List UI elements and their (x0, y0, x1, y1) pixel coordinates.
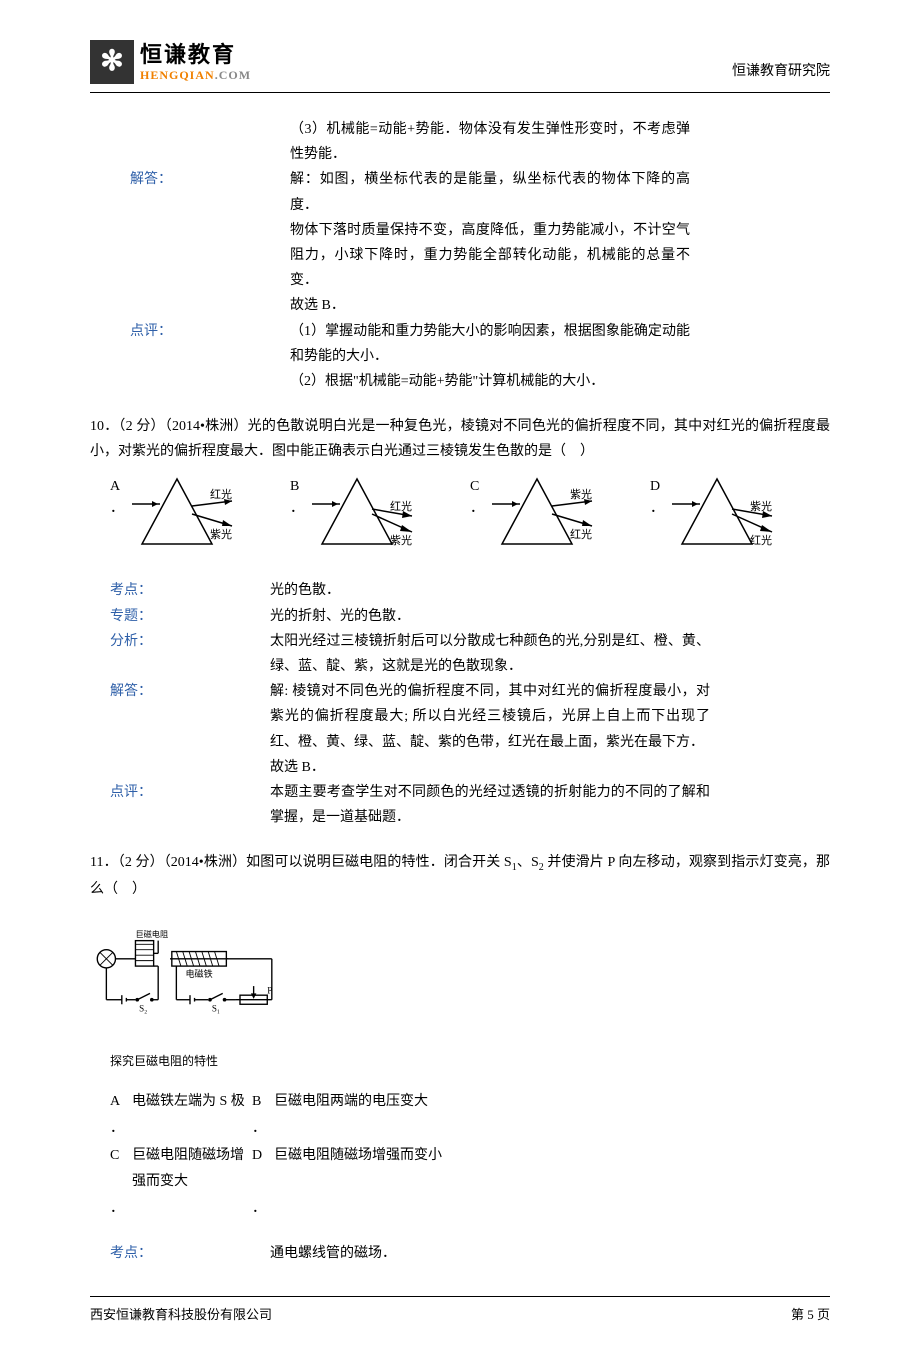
svg-text:红光: 红光 (750, 533, 772, 547)
circuit-caption: 探究巨磁电阻的特性 (110, 1051, 830, 1073)
q10-option-a: A ． 红光 紫光 (110, 474, 270, 554)
q10-option-b: B ． 红光 紫光 (290, 474, 450, 554)
prism-c-icon: 紫光 红光 (492, 474, 602, 554)
q10-label-answer: 解答： (110, 679, 230, 780)
q10-label-comment: 点评： (110, 780, 230, 830)
svg-text:巨磁电阻: 巨磁电阻 (135, 929, 168, 939)
prism-a-icon: 红光 紫光 (132, 474, 242, 554)
svg-text:红光: 红光 (390, 499, 412, 513)
q10-option-c: C ． 紫光 红光 (470, 474, 630, 554)
circuit-diagram-icon: 巨磁电阻 S₂ 电磁铁 S₁ P (90, 922, 290, 1032)
q9-label-answer: 解答： (130, 167, 250, 318)
q9-analysis: （3）机械能=动能+势能．物体没有发生弹性形变时，不考虑弹性势能． 解答： 解：… (130, 117, 690, 394)
q10-label-analysis: 分析： (110, 629, 230, 679)
q9-answer: 解：如图，横坐标代表的是能量，纵坐标代表的物体下降的高度． 物体下落时质量保持不… (290, 167, 690, 318)
q11-options: A 电磁铁左端为 S 极 B 巨磁电阻两端的电压变大 ． ． C 巨磁电阻随磁场… (110, 1089, 670, 1221)
q10-analysis: 考点： 光的色散． 专题： 光的折射、光的色散． 分析： 太阳光经过三棱镜折射后… (110, 578, 710, 830)
svg-text:电磁铁: 电磁铁 (185, 968, 212, 979)
svg-text:红光: 红光 (570, 527, 592, 541)
q10-label-topic: 考点： (110, 578, 230, 603)
logo-icon: ✻ (90, 40, 134, 84)
header-institute: 恒谦教育研究院 (732, 59, 830, 84)
q9-comment: （1）掌握动能和重力势能大小的影响因素，根据图象能确定动能和势能的大小． （2）… (290, 319, 690, 395)
svg-text:紫光: 紫光 (390, 533, 412, 547)
q10-text: 10．（2 分）（2014•株洲）光的色散说明白光是一种复色光，棱镜对不同色光的… (90, 414, 830, 464)
svg-text:S₂: S₂ (139, 1004, 147, 1014)
q10-label-subject: 专题： (110, 604, 230, 629)
q11-analysis: 考点： 通电螺线管的磁场． (110, 1241, 710, 1266)
svg-text:紫光: 紫光 (570, 487, 592, 501)
page-header: ✻ 恒谦教育 HENGQIAN.COM 恒谦教育研究院 (90, 40, 830, 84)
svg-text:红光: 红光 (210, 487, 232, 501)
logo: ✻ 恒谦教育 HENGQIAN.COM (90, 40, 251, 84)
footer-page: 第 5 页 (791, 1303, 830, 1326)
q11-label-topic: 考点： (110, 1241, 230, 1266)
svg-text:紫光: 紫光 (210, 527, 232, 541)
header-divider (90, 92, 830, 93)
q9-cont1: （3）机械能=动能+势能．物体没有发生弹性形变时，不考虑弹性势能． (290, 117, 690, 167)
q11-text: 11．（2 分）（2014•株洲）如图可以说明巨磁电阻的特性．闭合开关 S1、S… (90, 850, 830, 902)
logo-en: HENGQIAN.COM (140, 68, 251, 82)
q10-option-d: D ． 紫光 红光 (650, 474, 810, 554)
svg-text:S₁: S₁ (212, 1004, 220, 1014)
q9-label-comment: 点评： (130, 319, 250, 395)
svg-text:紫光: 紫光 (750, 499, 772, 513)
logo-text: 恒谦教育 HENGQIAN.COM (140, 42, 251, 83)
footer-company: 西安恒谦教育科技股份有限公司 (90, 1303, 272, 1326)
logo-cn: 恒谦教育 (140, 42, 251, 68)
prism-d-icon: 紫光 红光 (672, 474, 782, 554)
page-footer: 西安恒谦教育科技股份有限公司 第 5 页 (90, 1296, 830, 1326)
q10-options: A ． 红光 紫光 B ． (110, 474, 810, 554)
prism-b-icon: 红光 紫光 (312, 474, 422, 554)
